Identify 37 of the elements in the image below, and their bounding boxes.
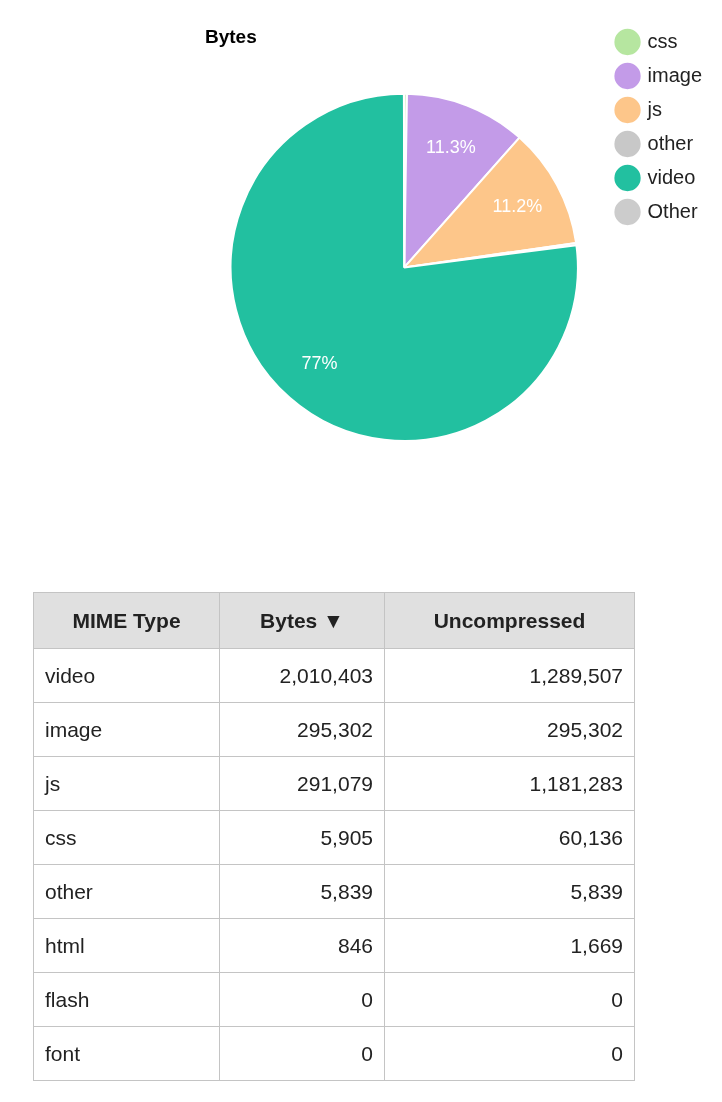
text: 0 <box>361 987 373 1011</box>
text: 0 <box>611 1041 623 1065</box>
text: 5,839 <box>320 879 373 903</box>
text: 295,302 <box>297 717 373 741</box>
category-label: css <box>45 825 77 849</box>
category-label: js <box>45 771 61 795</box>
text: 5,905 <box>320 825 373 849</box>
data-label: 77% <box>301 352 338 373</box>
text: 1,669 <box>570 933 623 957</box>
text: 291,079 <box>297 771 373 795</box>
category-label: other <box>45 879 93 903</box>
category-label: image <box>45 717 103 741</box>
text: 1,289,507 <box>529 663 623 687</box>
text: 2,010,403 <box>279 663 373 687</box>
legend-label: Other <box>647 199 698 222</box>
data-label: 11.3% <box>425 136 476 157</box>
data-label: 11.2% <box>492 195 543 216</box>
chart-title: Bytes <box>205 25 257 47</box>
legend-label: other <box>647 131 694 154</box>
category-label: Bytes ▼ <box>219 592 385 649</box>
text: 0 <box>611 987 623 1011</box>
category-label: flash <box>45 987 90 1011</box>
category-label: html <box>45 933 85 957</box>
category-label: font <box>45 1041 81 1065</box>
legend-label: video <box>647 165 696 188</box>
category-label: Uncompressed <box>384 592 635 649</box>
text: 846 <box>337 933 373 957</box>
text: 295,302 <box>547 717 623 741</box>
legend-label: js <box>646 97 662 120</box>
legend-label: image <box>647 63 703 86</box>
text: 60,136 <box>558 825 623 849</box>
category-label: video <box>45 663 96 687</box>
legend-label: css <box>647 29 678 52</box>
text: MIME Type <box>33 592 220 649</box>
text: 0 <box>361 1041 373 1065</box>
text: 5,839 <box>570 879 623 903</box>
text: 1,181,283 <box>529 771 623 795</box>
